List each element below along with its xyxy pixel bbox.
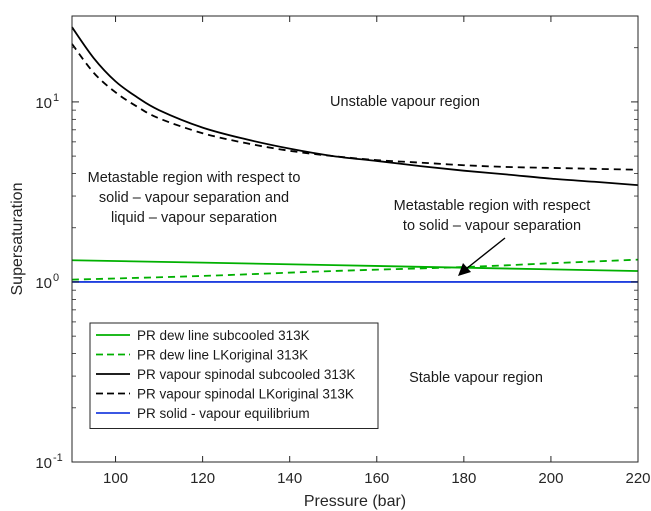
- legend-box: [89, 322, 379, 429]
- y-tick-label-exponent: 0: [53, 272, 59, 284]
- annotation-unstable-line: Unstable vapour region: [330, 94, 480, 110]
- annotation-stable-line: Stable vapour region: [409, 370, 543, 386]
- x-tick-label: 160: [364, 470, 389, 487]
- series-line-3: [71, 26, 639, 187]
- series-line-4: [71, 43, 639, 171]
- annotation-metastable-liquid-line: liquid – vapour separation: [111, 210, 277, 226]
- x-axis-ticks: 100 120 140 160 180 200 220: [103, 16, 651, 487]
- legend-entry: PR solid - vapour equilibrium: [137, 406, 310, 421]
- x-tick-label: 140: [277, 470, 302, 487]
- y-tick-label-exponent: -1: [53, 452, 63, 464]
- legend-entry: PR dew line LKoriginal 313K: [137, 348, 308, 363]
- annotation-metastable-liquid-line: solid – vapour separation and: [99, 190, 289, 206]
- annotation-metastable-solid-line: to solid – vapour separation: [403, 218, 581, 234]
- y-tick-label-exponent: 1: [53, 92, 59, 104]
- annotation-metastable-solid-line: Metastable region with respect: [394, 198, 591, 214]
- x-tick-label: 120: [190, 470, 215, 487]
- x-tick-label: 100: [103, 470, 128, 487]
- y-tick-label: 10: [35, 275, 52, 292]
- y-tick-label: 10: [35, 95, 52, 112]
- legend-entry: PR dew line subcooled 313K: [137, 328, 310, 343]
- annotation-arrow: [458, 237, 506, 276]
- x-tick-label: 200: [538, 470, 563, 487]
- annotations: Unstable vapour region Metastable region …: [88, 94, 591, 386]
- x-tick-label: 220: [625, 470, 650, 487]
- series-line-1: [71, 259, 639, 272]
- legend-entry: PR vapour spinodal subcooled 313K: [137, 367, 355, 382]
- axes-frame: [71, 15, 639, 463]
- series-line-2: [71, 258, 639, 281]
- legend-entry: PR vapour spinodal LKoriginal 313K: [137, 387, 354, 402]
- series-layer: [71, 26, 639, 283]
- y-tick-label: 10: [35, 455, 52, 472]
- legend: PR dew line subcooled 313K PR dew line LK…: [89, 322, 379, 429]
- arrow-head: [458, 263, 471, 276]
- x-axis-label: Pressure (bar): [304, 493, 406, 510]
- arrow-shaft: [465, 237, 506, 270]
- x-tick-label: 180: [451, 470, 476, 487]
- annotation-metastable-liquid-line: Metastable region with respect to: [88, 170, 301, 186]
- y-axis-label: Supersaturation: [9, 183, 26, 296]
- axes-box: [71, 15, 639, 463]
